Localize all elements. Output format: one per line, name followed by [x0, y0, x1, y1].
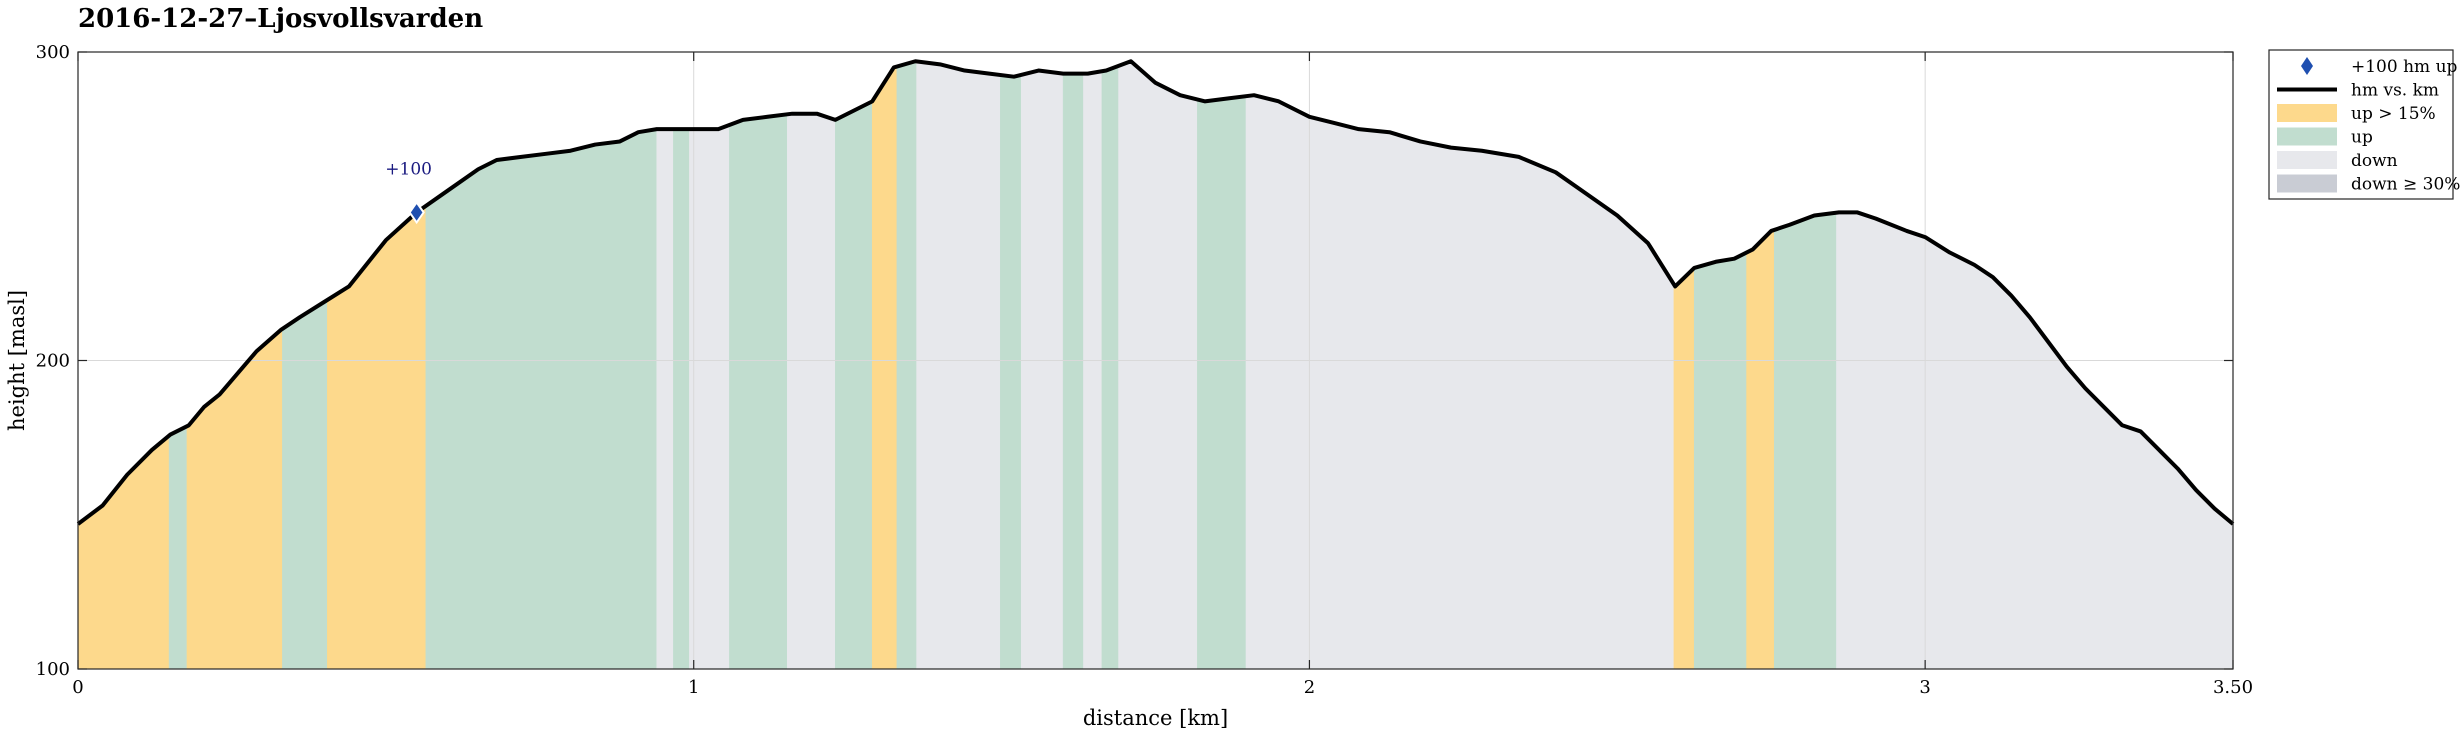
segment-band-down [1118, 60, 1198, 670]
segment-band-up [835, 100, 873, 670]
marker-annotation: +100 [385, 159, 432, 179]
legend-box [2268, 49, 2454, 200]
legend-diamond-icon [2301, 57, 2313, 75]
segment-band-steep_up [1746, 229, 1775, 670]
segment-band-up [1062, 73, 1084, 670]
segment-band-up [1101, 65, 1119, 670]
segment-band-down [916, 61, 1001, 670]
segment-band-up [1693, 252, 1747, 670]
y-axis-ticks: 100 200 300 [36, 42, 2233, 680]
y-axis-label: height [masl] [5, 290, 29, 431]
x-axis-label: distance [km] [1083, 706, 1228, 730]
segment-band-down [689, 124, 730, 670]
legend: +100 hm up hm vs. km up > 15% up down down ≥ … [2268, 49, 2460, 200]
segment-band-down [786, 113, 836, 670]
segment-band-steep_up [327, 205, 427, 670]
segment-band-up [729, 113, 788, 670]
y-tick-label: 300 [36, 42, 70, 63]
segment-band-up [168, 425, 188, 670]
segment-band-up [1000, 74, 1022, 670]
y-tick-label: 200 [36, 351, 70, 372]
legend-label: hm vs. km [2351, 81, 2439, 101]
segment-band-down [656, 128, 674, 670]
segment-band-up [673, 128, 690, 670]
segment-band-up [1773, 212, 1837, 670]
x-axis-ticks: 0 1 2 3 3.50 [72, 52, 2253, 698]
legend-swatch-down [2277, 151, 2337, 169]
legend-swatch-up [2277, 127, 2337, 146]
segment-band-down [1245, 94, 1675, 670]
legend-swatch-steep_down [2277, 174, 2337, 193]
segment-bands [77, 60, 2234, 670]
legend-label: up > 15% [2351, 104, 2436, 124]
legend-label: down [2351, 151, 2398, 171]
y-tick-label: 100 [36, 659, 70, 680]
segment-band-up [1197, 95, 1247, 670]
chart-title: 2016-12-27–Ljosvollsvarden [78, 4, 483, 34]
segment-band-steep_up [77, 434, 170, 670]
segment-band-up [896, 60, 917, 670]
segment-band-down [1083, 70, 1103, 670]
x-tick-label: 3.50 [2213, 677, 2253, 698]
x-tick-label: 2 [1304, 677, 1315, 698]
x-tick-label: 3 [1919, 677, 1930, 698]
legend-label: down ≥ 30% [2351, 175, 2460, 195]
diamond-marker-icon [408, 200, 425, 225]
legend-label: up [2351, 128, 2373, 148]
segment-band-up [425, 128, 658, 670]
legend-swatch-steep_up [2277, 104, 2337, 122]
segment-band-down [1020, 70, 1064, 670]
segment-band-up [282, 299, 328, 670]
legend-label: +100 hm up [2351, 57, 2458, 77]
segment-band-steep_up [871, 66, 898, 670]
plus-100-marker: +100 [385, 159, 432, 225]
grid-lines [78, 52, 2233, 669]
x-tick-label: 1 [688, 677, 699, 698]
elevation-line [76, 59, 2235, 526]
segment-band-down [1836, 212, 2234, 670]
x-tick-label: 0 [72, 677, 83, 698]
segment-band-steep_up [1673, 267, 1695, 670]
